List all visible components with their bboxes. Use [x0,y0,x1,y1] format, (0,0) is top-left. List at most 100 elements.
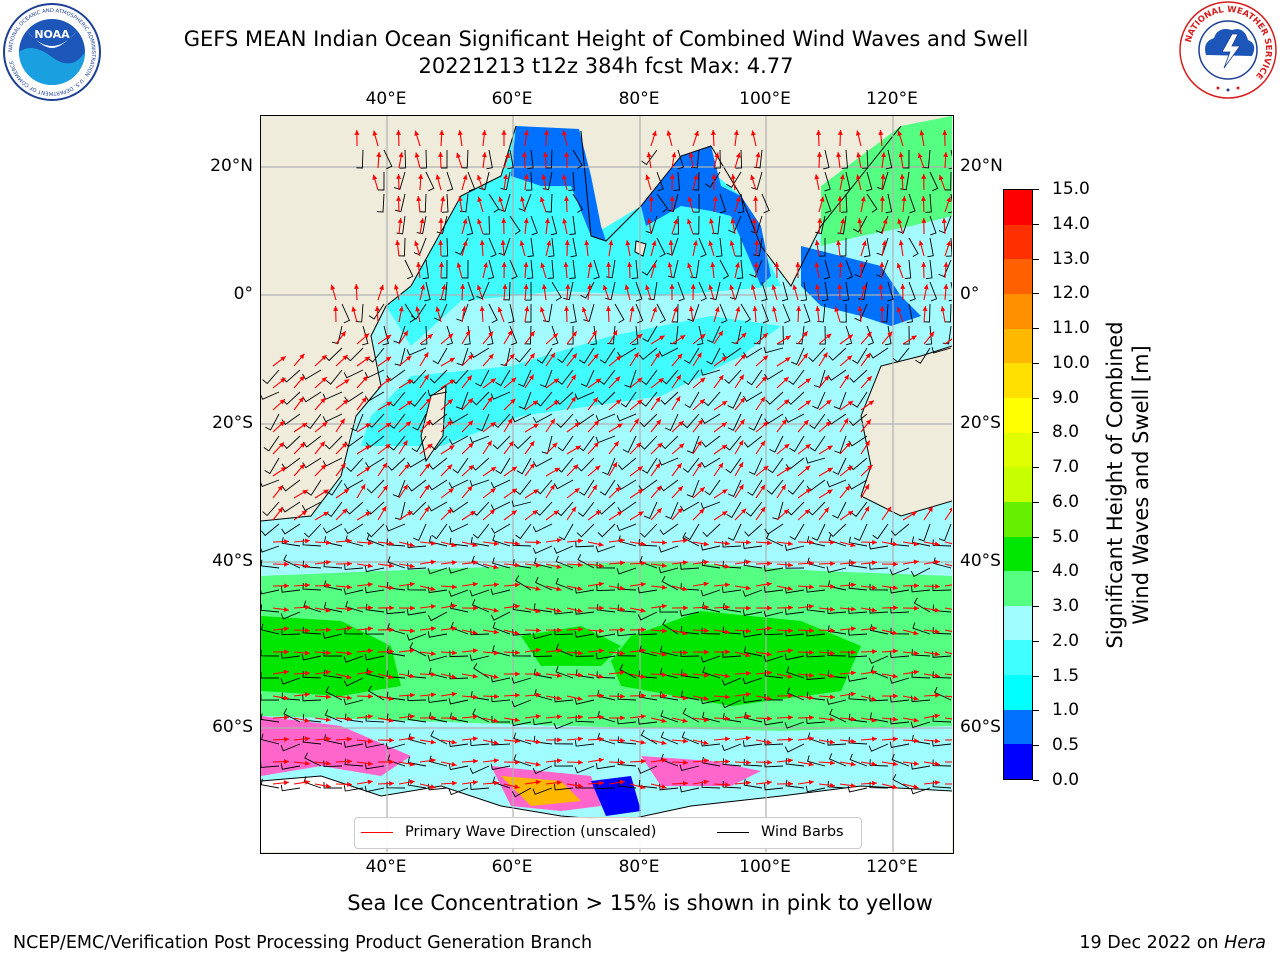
wind-barb [364,653,385,661]
wave-arrowhead [396,196,402,201]
sea-ice-note: Sea Ice Concentration > 15% is shown in … [347,891,933,915]
wind-barb [262,369,280,385]
wind-barb [556,369,574,385]
wind-barb [710,281,721,301]
wind-barb [449,602,469,613]
wind-barb [800,281,808,302]
wind-barb [743,435,763,448]
wind-barb [904,259,912,279]
wind-barb [890,523,910,537]
colorbar-tick-mark [1033,640,1039,642]
wind-barb [471,391,490,406]
wave-arrowhead [430,784,436,790]
wave-arrowhead [556,695,562,701]
colorbar-tick-mark [1033,780,1039,781]
wave-arrowhead [284,736,289,742]
wind-barb [574,765,595,774]
wind-barb [490,588,511,595]
wave-arrowhead [617,423,623,429]
wind-barb [722,651,742,658]
wind-barb [542,171,553,191]
wind-barb [701,435,721,448]
wind-barb [922,149,931,169]
coastline-india [580,130,712,242]
wave-arrowhead [699,487,705,493]
wave-arrowhead [533,489,539,495]
wind-barb [671,303,679,323]
wind-barb [638,691,658,701]
wave-arrowhead [479,306,485,312]
wind-barb [580,369,595,387]
wind-barb [683,369,700,386]
wave-height-map [261,116,953,852]
wind-barb [407,457,427,468]
wave-arrowhead [457,196,463,202]
wind-barb [911,536,931,547]
wind-barb [784,586,805,594]
wind-barb [701,756,721,767]
wind-barb [932,539,952,547]
wave-arrowhead [893,605,898,611]
wind-barb [617,693,637,701]
wave-arrowhead [725,604,730,610]
wind-barb [913,597,931,613]
wave-arrowhead [678,420,684,427]
wave-arrowhead [724,673,730,679]
wind-barb [322,457,343,467]
wind-barb [409,642,427,657]
wave-arrowhead [451,603,457,609]
wave-arrowhead [872,539,877,545]
wind-barb [449,501,469,513]
wind-barb [827,413,847,425]
wave-arrowhead [625,240,631,246]
wave-arrowhead [897,218,903,224]
colorbar-tick-label: 1.0 [1052,700,1080,721]
wave-arrowhead [571,374,576,381]
wave-arrowhead [699,508,705,514]
wave-arrowhead [427,334,433,340]
wave-arrowhead [564,240,570,245]
wind-barb [932,715,952,723]
wind-barb [596,782,616,789]
wind-barb [570,237,577,258]
wave-arrowhead [661,584,667,590]
wind-barb [806,479,826,492]
wind-barb [427,696,448,703]
wave-arrowhead [750,174,756,181]
wind-barb [656,237,666,258]
wind-barb [324,347,343,362]
wave-arrowhead [449,357,455,363]
wind-barb [682,457,700,473]
wave-arrowhead [402,440,408,446]
wind-barb [511,787,532,798]
wave-arrowhead [677,507,683,514]
wind-barb [515,523,532,540]
wind-barb [641,369,658,386]
wave-arrowhead [913,559,919,565]
wind-barb [343,785,364,792]
wave-arrowhead [340,463,346,469]
wave-arrowhead [556,758,562,764]
wave-arrowhead [389,649,394,655]
wind-barb [261,649,280,657]
wave-arrowhead [654,352,660,358]
wind-barb [511,677,532,684]
wind-barb [826,698,847,705]
wind-barb [491,738,511,746]
wind-barb [665,501,679,520]
wave-arrowhead [816,130,822,135]
wind-barb [803,303,811,324]
wind-barb [448,435,469,446]
wave-arrowhead [718,375,724,381]
wave-arrowhead [435,306,441,312]
wind-barb [578,479,595,496]
wave-arrowhead [865,419,871,425]
wind-barb [469,435,490,443]
wind-barb [343,655,364,663]
wave-arrowhead [462,218,468,224]
wave-arrowhead [641,758,646,764]
wind-barb [842,281,850,302]
wind-barb [572,193,584,213]
wind-barb [386,538,406,547]
wind-barb [487,325,494,346]
